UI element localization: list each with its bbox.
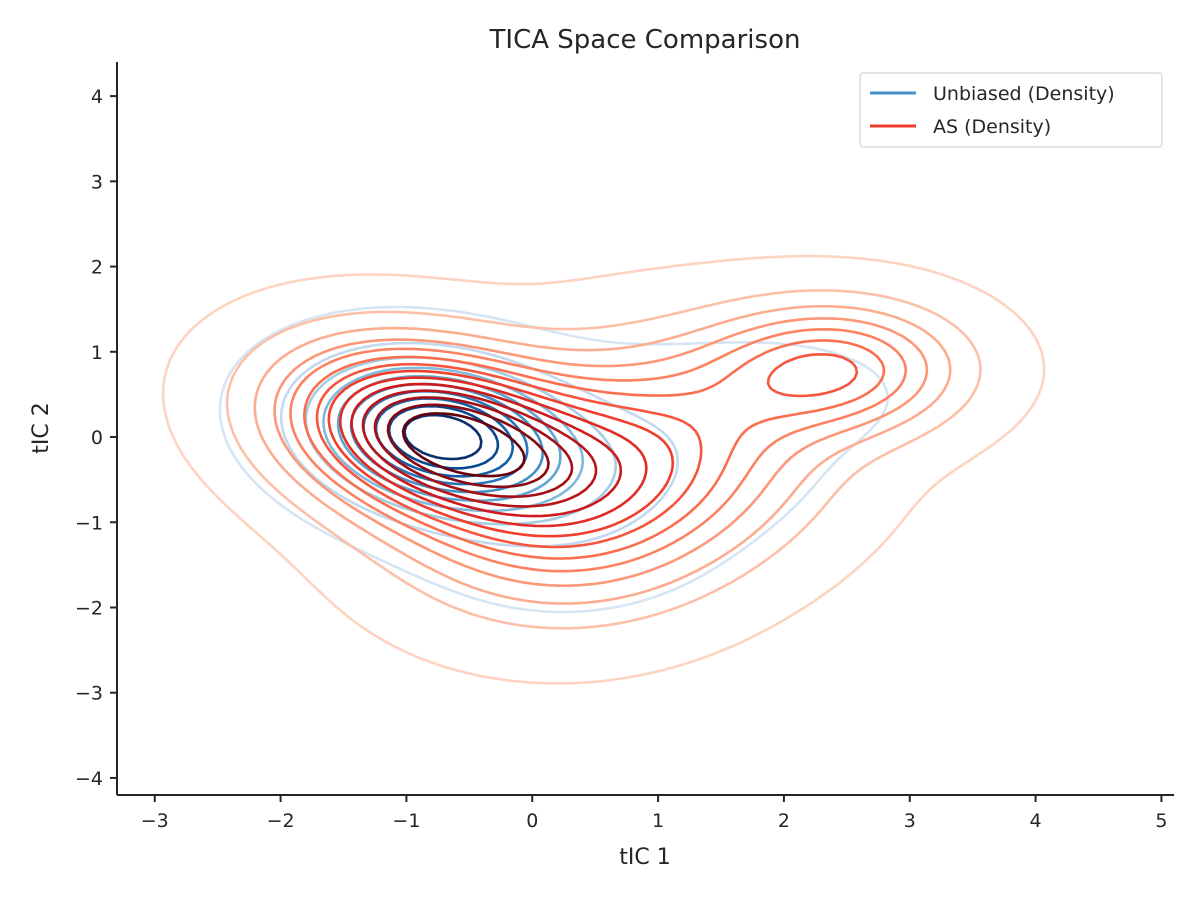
y-tick-label: 3 [91, 171, 103, 193]
contour-line [225, 289, 982, 630]
legend-label-unbiased: Unbiased (Density) [933, 83, 1115, 105]
contour-line [161, 254, 1046, 685]
y-tick-label: −1 [75, 512, 103, 534]
contour-line [303, 339, 886, 560]
legend-label-as: AS (Density) [933, 116, 1051, 138]
chart-title: TICA Space Comparison [489, 25, 801, 55]
y-tick-label: −2 [75, 597, 103, 619]
y-axis-label: tIC 2 [29, 402, 54, 453]
contour-line [350, 382, 622, 518]
y-tick-label: 0 [91, 427, 103, 449]
contour-line [338, 376, 648, 528]
x-tick-label: 1 [652, 810, 664, 832]
x-tick-label: −2 [267, 810, 295, 832]
contour-line [315, 353, 859, 549]
x-axis-ticks: −3 −2 −1 0 1 2 3 4 5 [141, 795, 1167, 832]
legend: Unbiased (Density) AS (Density) [859, 72, 1163, 148]
contour-line [218, 305, 889, 614]
contour-series-1 [161, 254, 1046, 685]
x-tick-label: 3 [904, 810, 916, 832]
y-tick-label: 4 [91, 86, 103, 108]
contour-line [386, 403, 550, 489]
y-tick-label: 2 [91, 257, 103, 279]
contour-line [373, 396, 574, 498]
x-tick-label: 4 [1030, 810, 1042, 832]
y-tick-label: −3 [75, 683, 103, 705]
contour-line [327, 369, 675, 538]
x-tick-label: −3 [141, 810, 169, 832]
x-tick-label: 5 [1155, 810, 1167, 832]
contour-line [361, 389, 598, 508]
y-axis-ticks: −4 −3 −2 −1 0 1 2 3 4 [75, 86, 117, 790]
x-tick-label: 2 [778, 810, 790, 832]
y-tick-label: −4 [75, 768, 103, 790]
x-tick-label: 0 [526, 810, 538, 832]
x-tick-label: −1 [392, 810, 420, 832]
legend-box [859, 72, 1163, 148]
contour-line [401, 412, 526, 478]
contour-line [273, 317, 929, 587]
y-tick-label: 1 [91, 342, 103, 364]
contour-line [253, 305, 952, 605]
x-axis-label: tIC 1 [619, 845, 670, 870]
contour-line [289, 328, 907, 573]
contour-layer [161, 254, 1046, 685]
